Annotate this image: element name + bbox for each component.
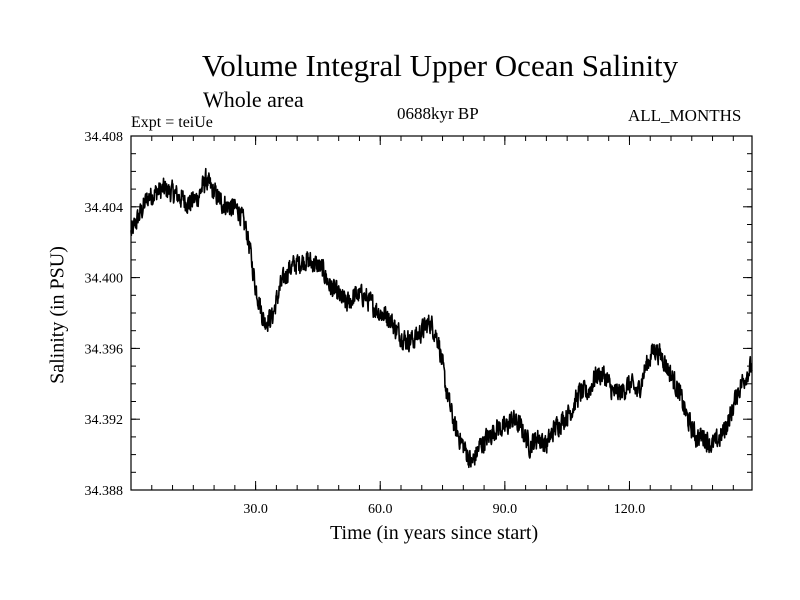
- x-tick-label: 60.0: [368, 502, 393, 517]
- months-label: ALL_MONTHS: [628, 106, 742, 125]
- x-tick-label: 90.0: [493, 502, 518, 517]
- salinity-series-line: [130, 167, 753, 469]
- x-tick-label: 30.0: [243, 502, 268, 517]
- chart-title: Volume Integral Upper Ocean Salinity: [201, 48, 679, 83]
- y-tick-label: 34.408: [85, 130, 124, 145]
- chart-subtitle: Whole area: [203, 87, 304, 112]
- y-tick-label: 34.396: [85, 342, 124, 357]
- y-tick-label: 34.400: [85, 272, 124, 287]
- period-label: 0688kyr BP: [397, 104, 479, 123]
- x-axis-label: Time (in years since start): [330, 522, 539, 544]
- y-tick-label: 34.392: [85, 413, 124, 428]
- plot-frame: [130, 135, 753, 491]
- y-tick-label: 34.388: [85, 484, 124, 499]
- y-tick-label: 34.404: [85, 201, 124, 216]
- experiment-label: Expt = teiUe: [131, 114, 213, 131]
- x-tick-label: 120.0: [614, 502, 646, 517]
